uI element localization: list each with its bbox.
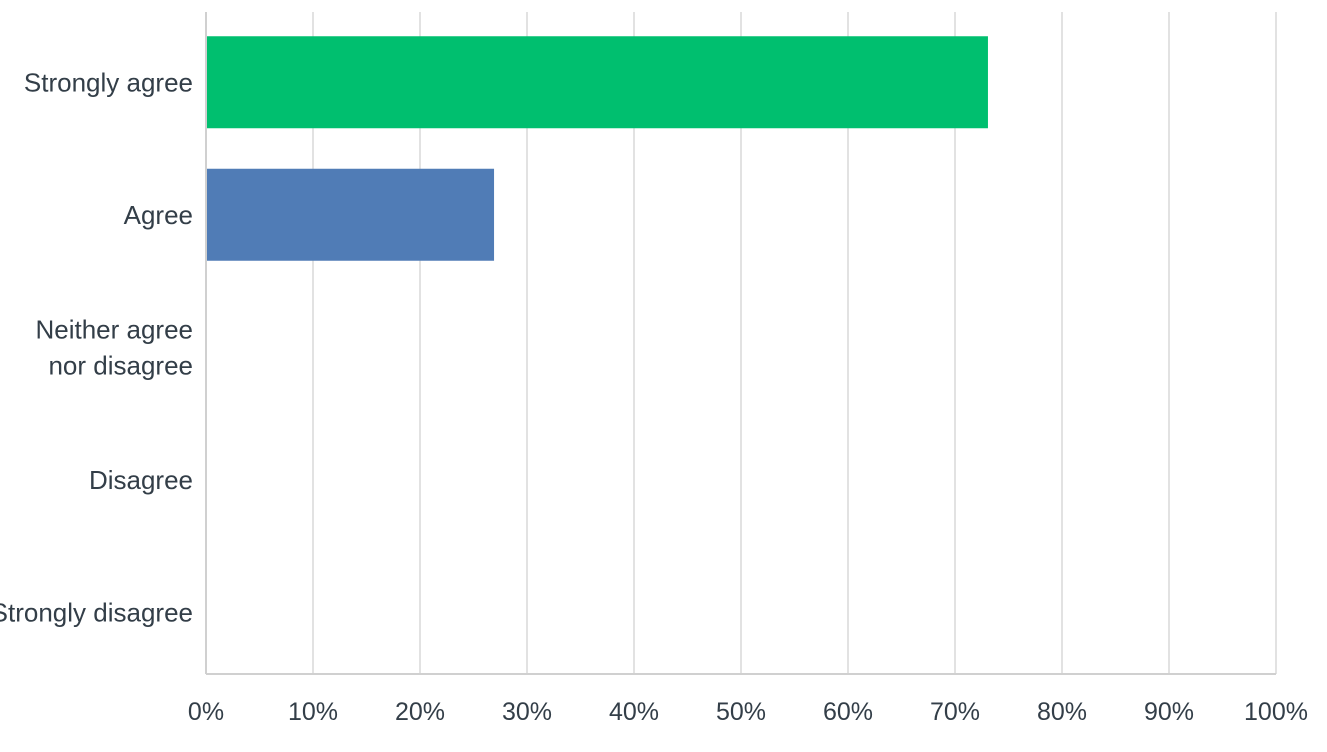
bar-agree[interactable]	[206, 168, 495, 261]
x-tick-label: 20%	[395, 698, 445, 726]
bar-strongly-agree[interactable]	[206, 36, 988, 129]
x-tick-label: 90%	[1144, 698, 1194, 726]
bars	[206, 36, 988, 261]
category-label: Strongly agree	[24, 67, 193, 97]
axes	[205, 12, 1276, 675]
x-tick-label: 100%	[1244, 698, 1308, 726]
x-tick-label: 40%	[609, 698, 659, 726]
x-tick-label: 70%	[930, 698, 980, 726]
category-labels: Strongly agree Agree Neither agree nor disa…	[0, 67, 193, 627]
category-label: Strongly disagree	[0, 597, 193, 627]
x-tick-label: 80%	[1037, 698, 1087, 726]
category-label: Agree	[124, 200, 193, 230]
x-tick-label: 10%	[288, 698, 338, 726]
category-label: Neither agree nor disagree	[35, 314, 193, 380]
x-tick-labels: 0% 10% 20% 30% 40% 50% 60% 70% 80% 90% 100%	[188, 698, 1308, 726]
category-label: Disagree	[89, 465, 193, 495]
x-tick-label: 30%	[502, 698, 552, 726]
x-tick-label: 60%	[823, 698, 873, 726]
x-tick-label: 0%	[188, 698, 224, 726]
x-tick-label: 50%	[716, 698, 766, 726]
